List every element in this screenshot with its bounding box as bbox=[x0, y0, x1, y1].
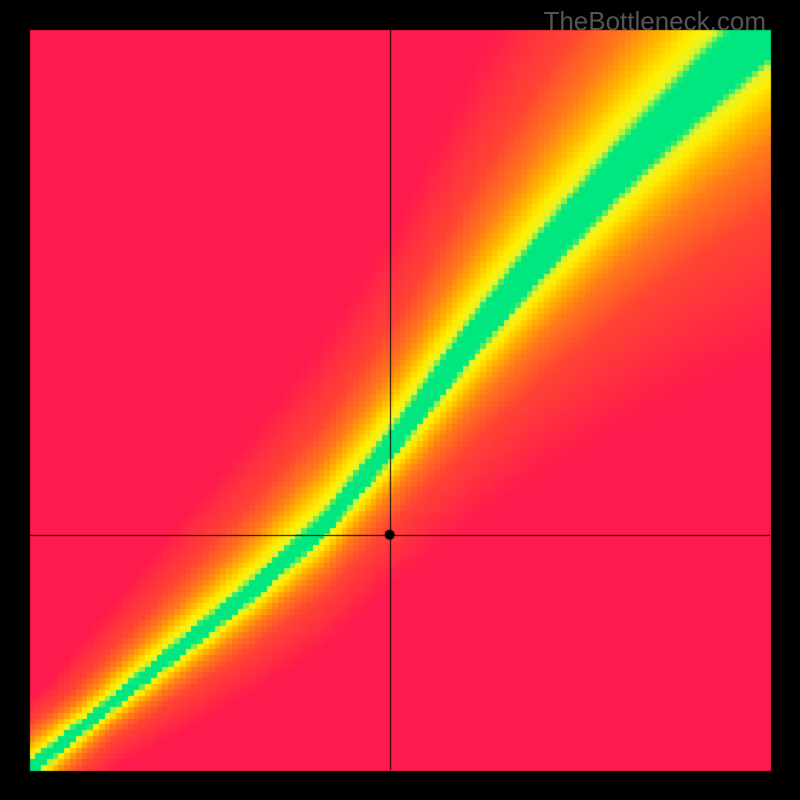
chart-container: TheBottleneck.com bbox=[0, 0, 800, 800]
watermark-text: TheBottleneck.com bbox=[543, 6, 766, 37]
bottleneck-heatmap bbox=[0, 0, 800, 800]
